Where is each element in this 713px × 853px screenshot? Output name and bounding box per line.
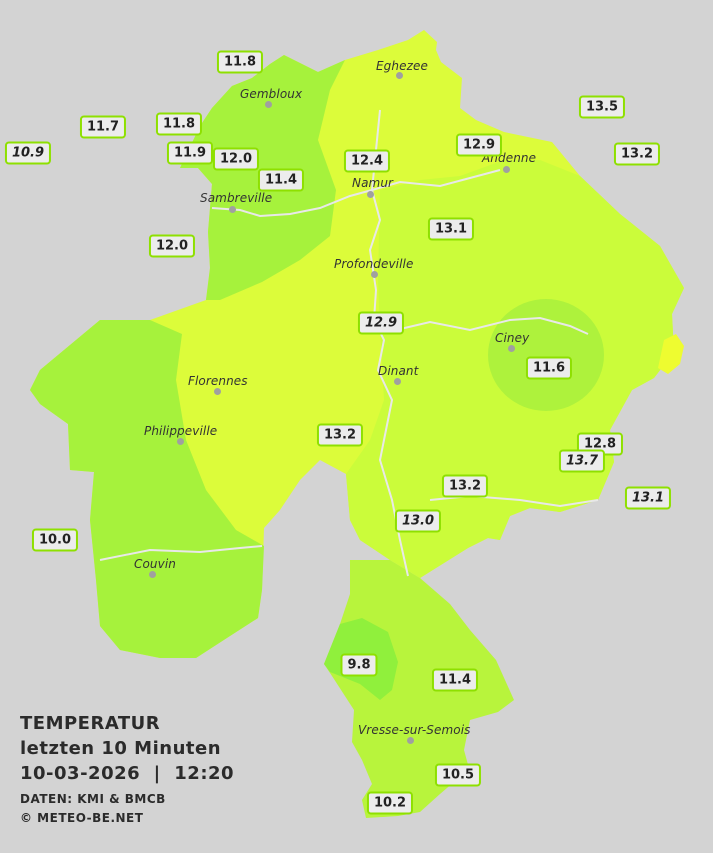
temp-label: 11.9 bbox=[166, 141, 214, 165]
city-dot bbox=[503, 166, 510, 173]
temp-label: 13.5 bbox=[578, 95, 626, 119]
city-dot bbox=[396, 72, 403, 79]
city-label-sambreville: Sambreville bbox=[200, 191, 273, 205]
temp-label: 11.7 bbox=[79, 115, 127, 139]
city-dot bbox=[407, 737, 414, 744]
temp-label: 13.7 bbox=[558, 449, 606, 473]
temp-label: 13.1 bbox=[624, 486, 672, 510]
temp-label: 13.2 bbox=[441, 474, 489, 498]
city-label-eghezee: Eghezee bbox=[376, 59, 428, 73]
zone-cool-west bbox=[30, 320, 264, 658]
temp-label: 12.0 bbox=[212, 147, 260, 171]
data-source: DATEN: KMI & BMCB bbox=[20, 792, 166, 806]
temp-label: 11.4 bbox=[431, 668, 479, 692]
city-dot bbox=[149, 571, 156, 578]
temp-label: 10.2 bbox=[366, 791, 414, 815]
province-region-south bbox=[324, 560, 514, 818]
river-sambre bbox=[211, 169, 501, 218]
city-label-dinant: Dinant bbox=[378, 364, 419, 378]
map-title: TEMPERATUR bbox=[20, 713, 161, 734]
city-dot bbox=[371, 271, 378, 278]
city-dot bbox=[229, 206, 236, 213]
city-dot bbox=[177, 438, 184, 445]
map-subtitle: letzten 10 Minuten bbox=[20, 738, 222, 759]
city-label-florennes: Florennes bbox=[188, 374, 248, 388]
datetime-text: 10-03-2026 | 12:20 bbox=[20, 763, 235, 784]
river-lesse bbox=[395, 316, 589, 335]
city-label-philippeville: Philippeville bbox=[144, 424, 218, 438]
temp-label: 12.9 bbox=[455, 133, 503, 157]
temp-label: 11.6 bbox=[525, 356, 573, 380]
city-label-couvin: Couvin bbox=[134, 557, 176, 571]
temp-label: 10.0 bbox=[31, 528, 79, 552]
city-dot bbox=[508, 345, 515, 352]
city-label-vresse-sur-semois: Vresse-sur-Semois bbox=[358, 723, 471, 737]
map-datetime: 10-03-2026 | 12:20 bbox=[20, 763, 234, 784]
temp-label: 11.8 bbox=[155, 112, 203, 136]
city-dot bbox=[394, 378, 401, 385]
city-dot bbox=[367, 191, 374, 198]
temp-label: 9.8 bbox=[340, 653, 378, 677]
temp-label: 13.2 bbox=[316, 423, 364, 447]
temp-label: 13.2 bbox=[613, 142, 661, 166]
city-label-gembloux: Gembloux bbox=[240, 87, 303, 101]
city-label-namur: Namur bbox=[352, 176, 394, 190]
city-dot bbox=[214, 388, 221, 395]
temp-label: 11.4 bbox=[257, 168, 305, 192]
river-meuse bbox=[368, 109, 409, 577]
city-label-ciney: Ciney bbox=[495, 331, 530, 345]
temp-label: 13.1 bbox=[427, 217, 475, 241]
temp-label: 13.0 bbox=[394, 509, 442, 533]
city-label-profondeville: Profondeville bbox=[334, 257, 414, 271]
city-dot bbox=[265, 101, 272, 108]
river-semois bbox=[99, 545, 263, 561]
zone-yellow-east bbox=[658, 334, 684, 374]
temp-label: 11.8 bbox=[216, 50, 264, 74]
temp-label: 10.5 bbox=[434, 763, 482, 787]
temp-label: 10.9 bbox=[4, 141, 52, 165]
temp-label: 12.9 bbox=[357, 311, 405, 335]
temp-label: 12.4 bbox=[343, 149, 391, 173]
zone-cool-ciney bbox=[488, 299, 604, 411]
copyright: © METEO-BE.NET bbox=[20, 811, 144, 825]
temp-label: 12.0 bbox=[148, 234, 196, 258]
